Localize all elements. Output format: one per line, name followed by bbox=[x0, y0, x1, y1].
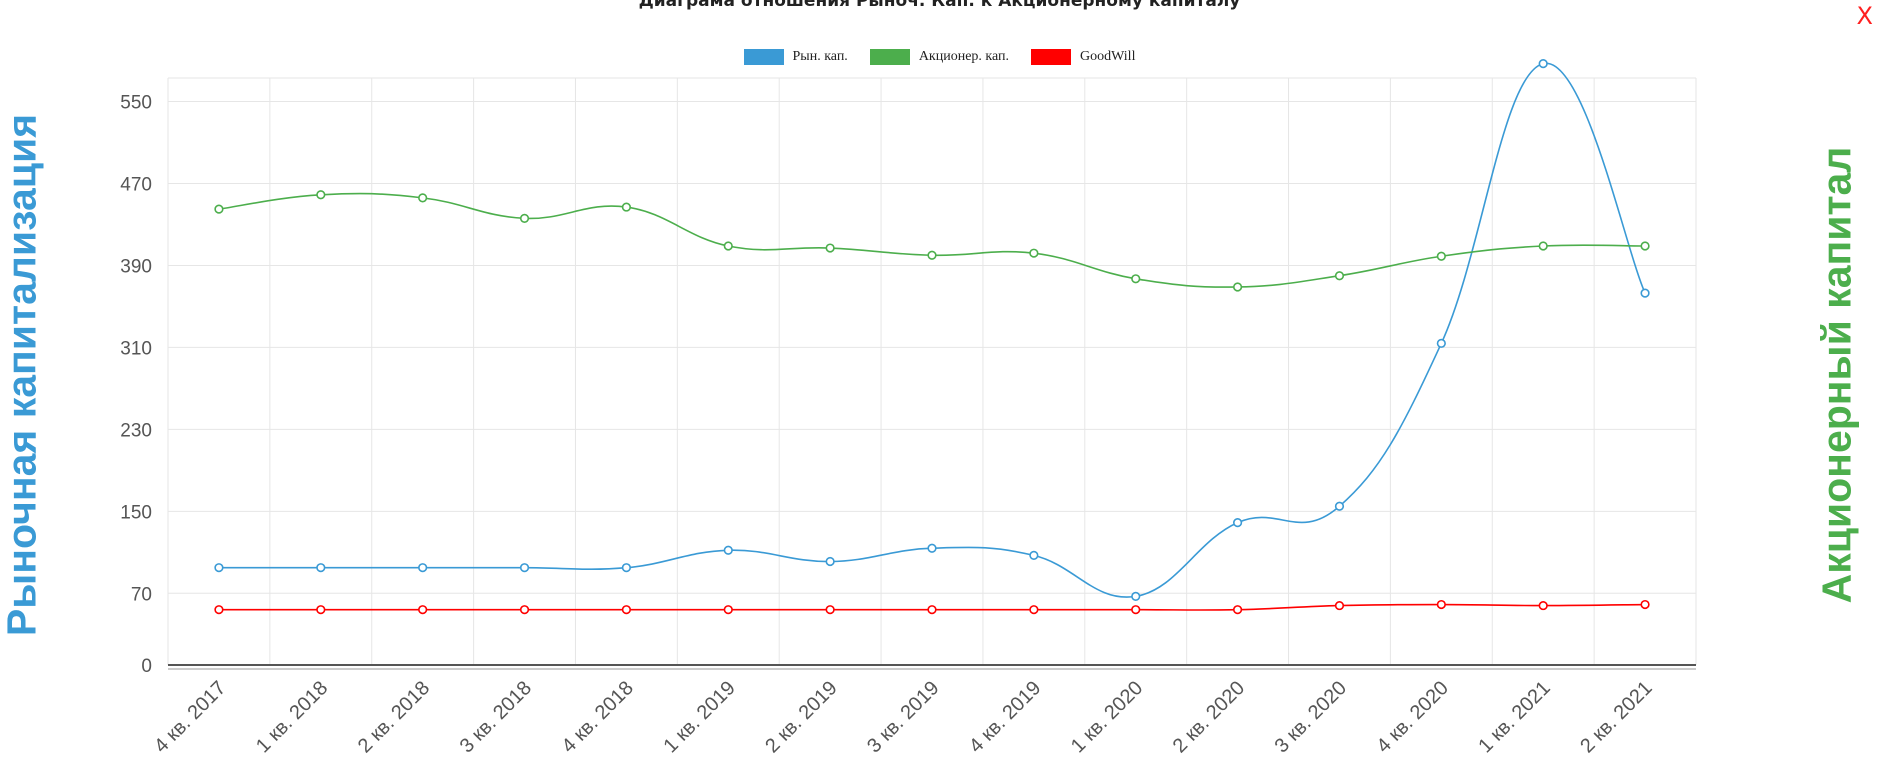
legend-item-market-cap[interactable]: Рын. кап. bbox=[743, 49, 848, 65]
data-point bbox=[1334, 600, 1345, 611]
data-point bbox=[1640, 288, 1650, 298]
data-point bbox=[1640, 599, 1650, 610]
data-point bbox=[316, 190, 326, 200]
data-point bbox=[1334, 271, 1345, 281]
x-tick-label: 1 кв. 2021 bbox=[1474, 677, 1554, 757]
x-tick-label: 4 кв. 2019 bbox=[965, 677, 1045, 757]
legend: Рын. кап. Акционер. кап. GoodWill bbox=[0, 49, 1879, 65]
x-tick-label: 3 кв. 2018 bbox=[456, 677, 536, 757]
data-point bbox=[1538, 600, 1548, 611]
legend-swatch-goodwill bbox=[1031, 49, 1072, 65]
data-point bbox=[723, 545, 733, 555]
data-point bbox=[1029, 605, 1039, 615]
data-point bbox=[418, 605, 428, 615]
data-point bbox=[418, 563, 428, 573]
data-point bbox=[1232, 605, 1243, 615]
data-point bbox=[1232, 282, 1243, 292]
data-point bbox=[723, 241, 733, 251]
data-point bbox=[621, 563, 632, 573]
x-tick-label: 1 кв. 2018 bbox=[252, 677, 332, 757]
data-point bbox=[723, 605, 733, 615]
x-tick-label: 4 кв. 2018 bbox=[558, 677, 638, 757]
data-point bbox=[621, 202, 632, 212]
x-tick-label: 3 кв. 2019 bbox=[863, 677, 943, 757]
y-tick-label: 310 bbox=[120, 338, 152, 359]
data-point bbox=[214, 563, 224, 573]
y-tick-label: 390 bbox=[120, 256, 152, 277]
y-tick-label: 230 bbox=[120, 420, 152, 441]
data-point bbox=[214, 605, 224, 615]
legend-swatch-equity bbox=[869, 49, 910, 65]
chart-title: Диаграма отношения Рыноч. Кап. к Акционе… bbox=[638, 0, 1241, 11]
data-point bbox=[1334, 501, 1345, 511]
x-tick-label: 1 кв. 2019 bbox=[659, 677, 739, 757]
data-point bbox=[1131, 274, 1141, 284]
data-point bbox=[316, 563, 326, 573]
data-point bbox=[927, 543, 937, 553]
data-point bbox=[519, 213, 530, 223]
legend-label: GoodWill bbox=[1080, 49, 1136, 64]
legend-item-equity[interactable]: Акционер. кап. bbox=[869, 49, 1010, 65]
data-point bbox=[519, 563, 530, 573]
y-tick-label: 550 bbox=[120, 93, 152, 114]
data-point bbox=[214, 204, 224, 214]
data-point bbox=[1131, 591, 1141, 601]
close-button[interactable]: X bbox=[1856, 2, 1873, 30]
data-point bbox=[621, 605, 632, 615]
data-point bbox=[825, 556, 835, 567]
legend-item-goodwill[interactable]: GoodWill bbox=[1031, 49, 1135, 65]
x-tick-label: 4 кв. 2017 bbox=[150, 677, 230, 757]
data-point bbox=[316, 605, 326, 615]
x-tick-label: 4 кв. 2020 bbox=[1372, 677, 1452, 757]
x-tick-label: 1 кв. 2020 bbox=[1067, 677, 1147, 757]
legend-swatch-market-cap bbox=[743, 49, 784, 65]
data-point bbox=[519, 605, 530, 615]
data-point bbox=[927, 250, 937, 260]
data-point bbox=[1640, 241, 1650, 251]
series-line-0 bbox=[218, 62, 1646, 598]
data-point bbox=[1436, 599, 1446, 610]
data-point bbox=[418, 193, 428, 203]
data-point bbox=[1131, 605, 1141, 615]
data-point bbox=[1029, 248, 1039, 258]
data-point bbox=[825, 605, 835, 615]
data-point bbox=[927, 605, 937, 615]
legend-label: Акционер. кап. bbox=[918, 49, 1010, 64]
data-point bbox=[1538, 241, 1548, 251]
x-tick-label: 2 кв. 2019 bbox=[761, 677, 841, 757]
data-point bbox=[1029, 550, 1039, 560]
data-point bbox=[1232, 518, 1243, 528]
series-line-1 bbox=[218, 192, 1646, 288]
data-point bbox=[1436, 251, 1446, 261]
x-tick-label: 2 кв. 2021 bbox=[1576, 677, 1656, 757]
x-tick-label: 3 кв. 2020 bbox=[1271, 677, 1351, 757]
x-tick-label: 2 кв. 2018 bbox=[354, 677, 434, 757]
legend-label: Рын. кап. bbox=[792, 49, 848, 64]
y-tick-label: 470 bbox=[120, 175, 152, 196]
y-tick-label: 70 bbox=[131, 584, 152, 605]
y-tick-label: 150 bbox=[120, 502, 152, 523]
data-point bbox=[1436, 338, 1446, 348]
x-tick-label: 2 кв. 2020 bbox=[1169, 677, 1249, 757]
data-point bbox=[1538, 59, 1548, 69]
data-point bbox=[825, 243, 835, 253]
y-tick-label: 0 bbox=[141, 656, 152, 677]
